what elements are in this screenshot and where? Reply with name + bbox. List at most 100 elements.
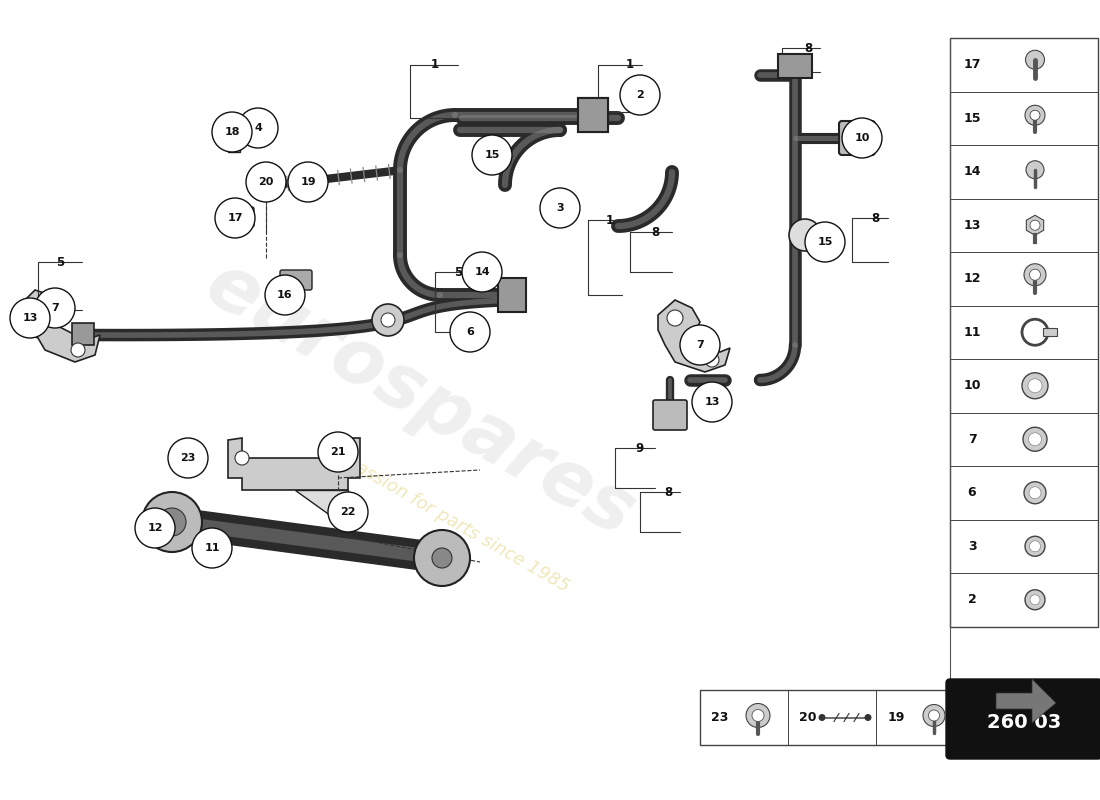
Circle shape	[746, 703, 770, 727]
Circle shape	[692, 382, 732, 422]
Text: 260 03: 260 03	[987, 714, 1062, 733]
Circle shape	[1026, 161, 1044, 178]
Bar	[228, 130, 240, 152]
Circle shape	[372, 304, 404, 336]
Text: 1: 1	[626, 58, 634, 71]
Circle shape	[432, 548, 452, 568]
Bar	[778, 54, 812, 78]
Text: 3: 3	[968, 540, 977, 553]
Circle shape	[258, 173, 277, 191]
Circle shape	[298, 172, 318, 192]
Bar	[240, 134, 258, 144]
Text: 8: 8	[664, 486, 672, 498]
Circle shape	[923, 705, 945, 726]
FancyBboxPatch shape	[228, 207, 254, 227]
Circle shape	[135, 508, 175, 548]
Circle shape	[1030, 594, 1040, 605]
Circle shape	[1030, 270, 1041, 280]
Circle shape	[705, 353, 719, 367]
Text: 20: 20	[258, 177, 274, 187]
Text: 19: 19	[300, 177, 316, 187]
Polygon shape	[1026, 215, 1044, 235]
Circle shape	[1025, 590, 1045, 610]
Text: 10: 10	[855, 133, 870, 143]
Circle shape	[752, 710, 764, 722]
Text: 7: 7	[696, 340, 704, 350]
Circle shape	[789, 219, 821, 251]
Circle shape	[168, 438, 208, 478]
Text: 1: 1	[431, 58, 439, 71]
FancyBboxPatch shape	[653, 400, 688, 430]
Polygon shape	[228, 438, 360, 490]
Circle shape	[1022, 373, 1048, 398]
Polygon shape	[20, 290, 100, 362]
Text: 5: 5	[56, 255, 64, 269]
Circle shape	[10, 298, 49, 338]
Polygon shape	[295, 490, 348, 528]
Text: 8: 8	[804, 42, 812, 54]
Text: 13: 13	[704, 397, 719, 407]
Circle shape	[235, 451, 249, 465]
Bar	[578, 98, 608, 132]
Circle shape	[238, 108, 278, 148]
Circle shape	[158, 508, 186, 536]
Circle shape	[1028, 486, 1041, 498]
Circle shape	[865, 714, 871, 721]
Circle shape	[246, 162, 286, 202]
Text: 17: 17	[228, 213, 243, 223]
Text: a passion for parts since 1985: a passion for parts since 1985	[328, 444, 572, 596]
Text: 2: 2	[636, 90, 644, 100]
Circle shape	[265, 275, 305, 315]
Text: 12: 12	[964, 272, 981, 286]
Text: 18: 18	[224, 127, 240, 137]
Text: 23: 23	[712, 711, 728, 724]
Text: 20: 20	[800, 711, 816, 724]
Circle shape	[540, 188, 580, 228]
Circle shape	[620, 75, 660, 115]
Circle shape	[1024, 264, 1046, 286]
Bar	[498, 278, 526, 312]
Text: 10: 10	[964, 379, 981, 392]
Circle shape	[192, 528, 232, 568]
Circle shape	[414, 530, 470, 586]
Circle shape	[302, 177, 313, 187]
Text: 14: 14	[474, 267, 490, 277]
Circle shape	[842, 118, 882, 158]
Circle shape	[328, 492, 369, 532]
Circle shape	[691, 334, 719, 362]
FancyBboxPatch shape	[280, 270, 312, 290]
Text: 12: 12	[147, 523, 163, 533]
Text: 13: 13	[964, 218, 981, 232]
FancyBboxPatch shape	[839, 121, 875, 155]
Circle shape	[142, 492, 202, 552]
Circle shape	[261, 179, 280, 199]
Text: 21: 21	[330, 447, 345, 457]
Circle shape	[1025, 106, 1045, 126]
Circle shape	[31, 303, 50, 321]
Circle shape	[805, 222, 845, 262]
Text: 14: 14	[964, 166, 981, 178]
Circle shape	[288, 162, 328, 202]
Bar	[700, 690, 964, 745]
Circle shape	[1024, 482, 1046, 504]
Circle shape	[818, 714, 825, 721]
Circle shape	[1028, 378, 1042, 393]
Text: 15: 15	[817, 237, 833, 247]
Circle shape	[1030, 220, 1040, 230]
Circle shape	[462, 252, 502, 292]
Circle shape	[35, 288, 75, 328]
Circle shape	[1023, 427, 1047, 451]
Text: 6: 6	[466, 327, 474, 337]
Circle shape	[667, 310, 683, 326]
Circle shape	[1030, 541, 1041, 552]
Circle shape	[381, 313, 395, 327]
Text: 3: 3	[557, 203, 564, 213]
Text: 7: 7	[51, 303, 59, 313]
Circle shape	[472, 135, 512, 175]
Text: 6: 6	[968, 486, 977, 499]
Text: 11: 11	[205, 543, 220, 553]
Polygon shape	[658, 300, 730, 372]
Text: 17: 17	[964, 58, 981, 71]
FancyBboxPatch shape	[946, 679, 1100, 759]
Text: 8: 8	[651, 226, 659, 238]
